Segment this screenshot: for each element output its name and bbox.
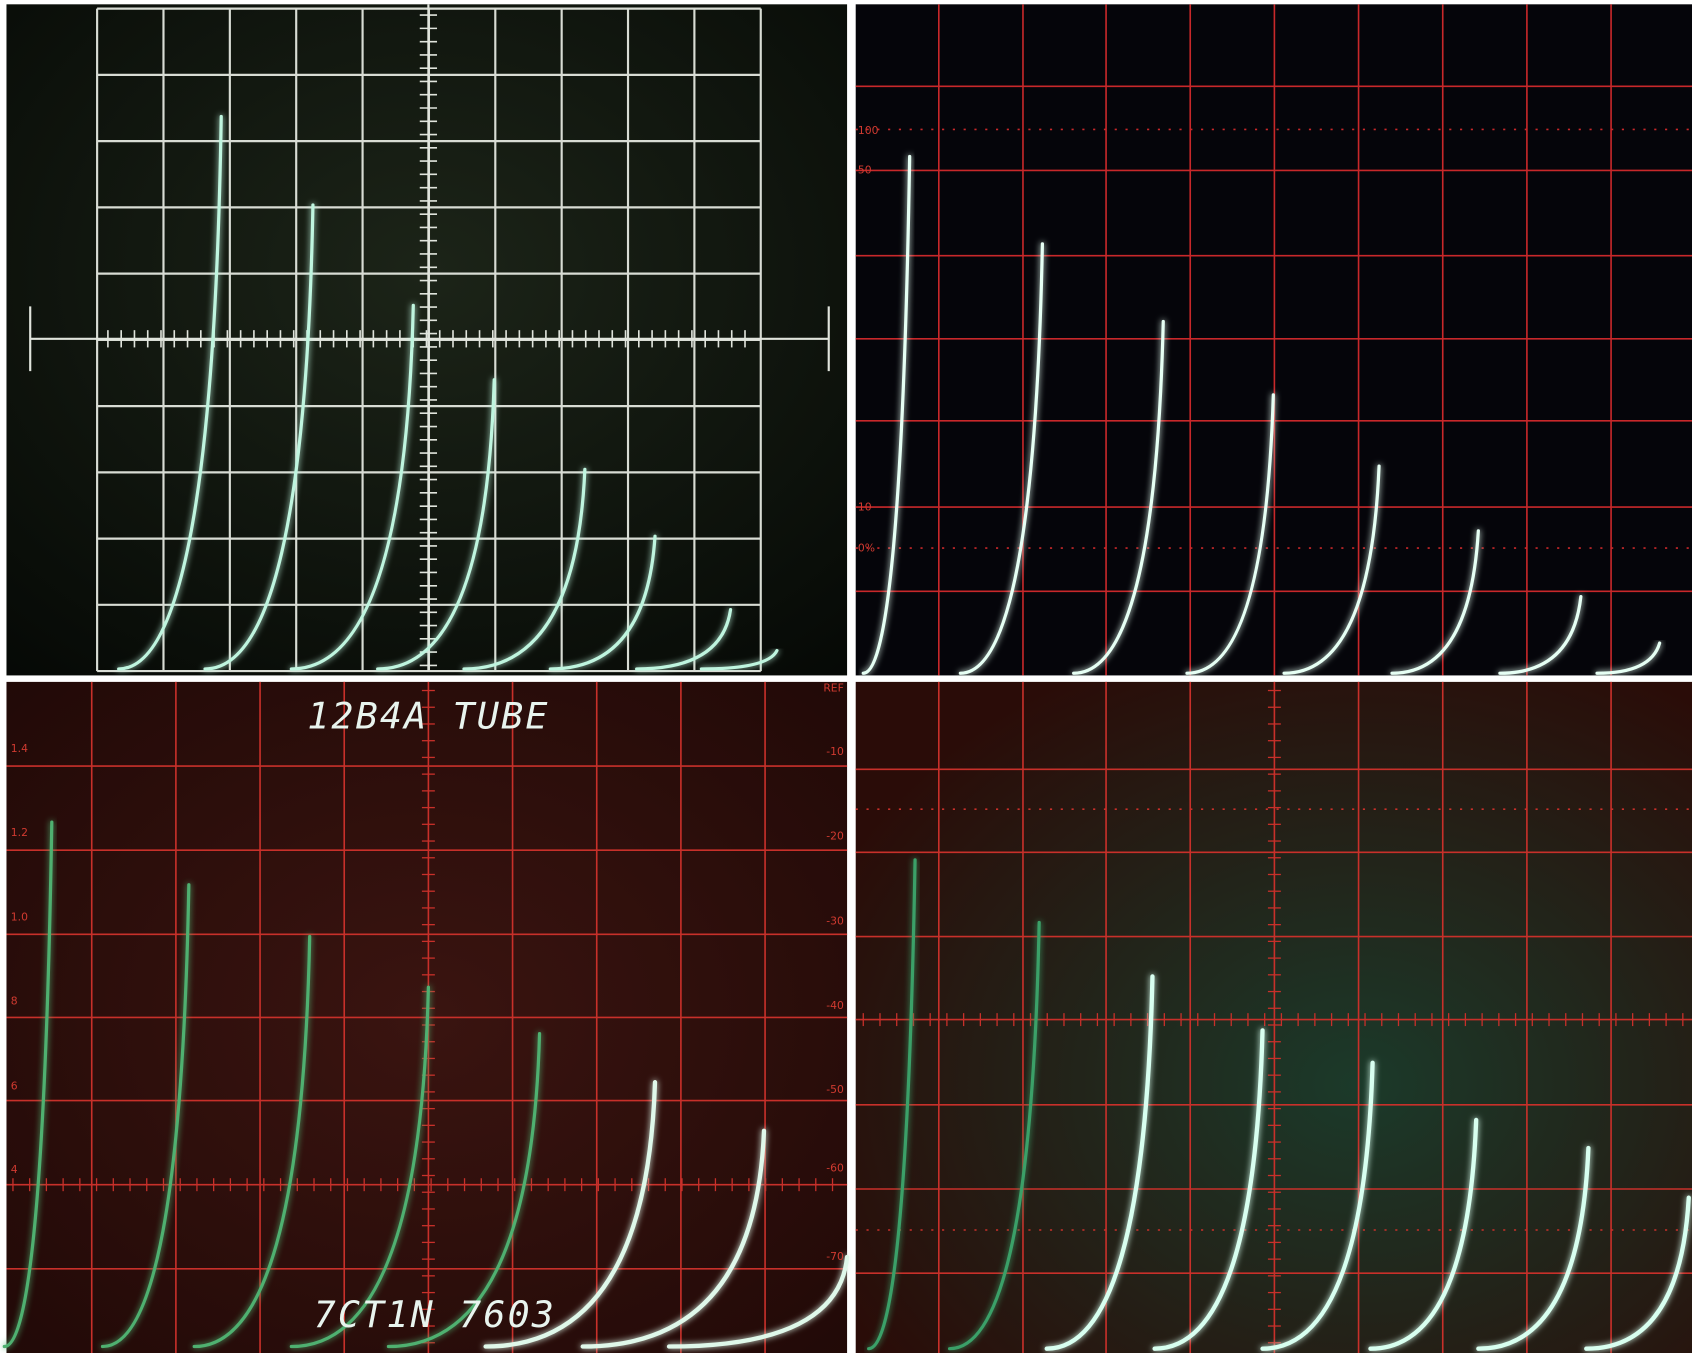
trace xyxy=(666,1254,850,1349)
trace xyxy=(1595,641,1662,675)
scale-label: 6 xyxy=(11,1080,18,1093)
trace xyxy=(861,154,912,675)
scale-label: REF xyxy=(823,682,844,695)
scale-label: 8 xyxy=(11,995,18,1008)
screen-title: 12B4A TUBE xyxy=(307,694,549,737)
trace xyxy=(192,934,312,1349)
trace xyxy=(1498,595,1583,675)
trace xyxy=(548,534,657,671)
trace xyxy=(117,114,223,671)
trace xyxy=(699,648,779,671)
trace xyxy=(100,883,191,1349)
scale-label: 1.0 xyxy=(11,910,28,923)
trace xyxy=(1072,319,1165,675)
trace xyxy=(1152,1028,1265,1351)
trace xyxy=(1044,974,1155,1351)
scale-label: -70 xyxy=(826,1250,844,1263)
scale-label: 1.4 xyxy=(11,742,28,755)
scale-label: 50 xyxy=(858,164,872,177)
scale-label: -50 xyxy=(826,1083,844,1096)
trace xyxy=(2,820,54,1349)
screen-footer: 7CT1N 7603 xyxy=(314,1293,556,1336)
trace xyxy=(376,378,496,671)
scale-label: -60 xyxy=(826,1162,844,1175)
trace xyxy=(1185,393,1275,675)
trace xyxy=(867,858,917,1351)
trace xyxy=(1584,1195,1691,1351)
trace xyxy=(1260,1060,1375,1351)
trace xyxy=(386,1032,542,1349)
trace xyxy=(289,303,415,671)
scale-label: 100 xyxy=(858,124,879,137)
trace xyxy=(483,1080,658,1349)
scale-label: 0% xyxy=(858,541,875,554)
scale-label: -10 xyxy=(826,745,844,758)
trace xyxy=(958,242,1045,675)
scale-label: -40 xyxy=(826,999,844,1012)
trace xyxy=(635,607,733,671)
scale-label: -20 xyxy=(826,829,844,842)
drawing-layer: 100 50 10 0% 1.4 1.2 1.0 8 6 4 REF -10 -20 -30 -40 -50 -… xyxy=(2,4,1692,1353)
trace xyxy=(1368,1117,1479,1351)
trace xyxy=(1476,1145,1591,1351)
trace xyxy=(289,985,431,1349)
trace xyxy=(203,203,315,671)
trace xyxy=(580,1128,767,1349)
trace xyxy=(947,920,1041,1351)
trace xyxy=(1390,529,1480,675)
scale-label: -30 xyxy=(826,915,844,928)
scale-label: 1.2 xyxy=(11,826,28,839)
trace xyxy=(462,467,587,671)
trace xyxy=(1282,464,1381,675)
scale-label: 4 xyxy=(11,1163,18,1176)
scale-label: 10 xyxy=(858,500,872,513)
